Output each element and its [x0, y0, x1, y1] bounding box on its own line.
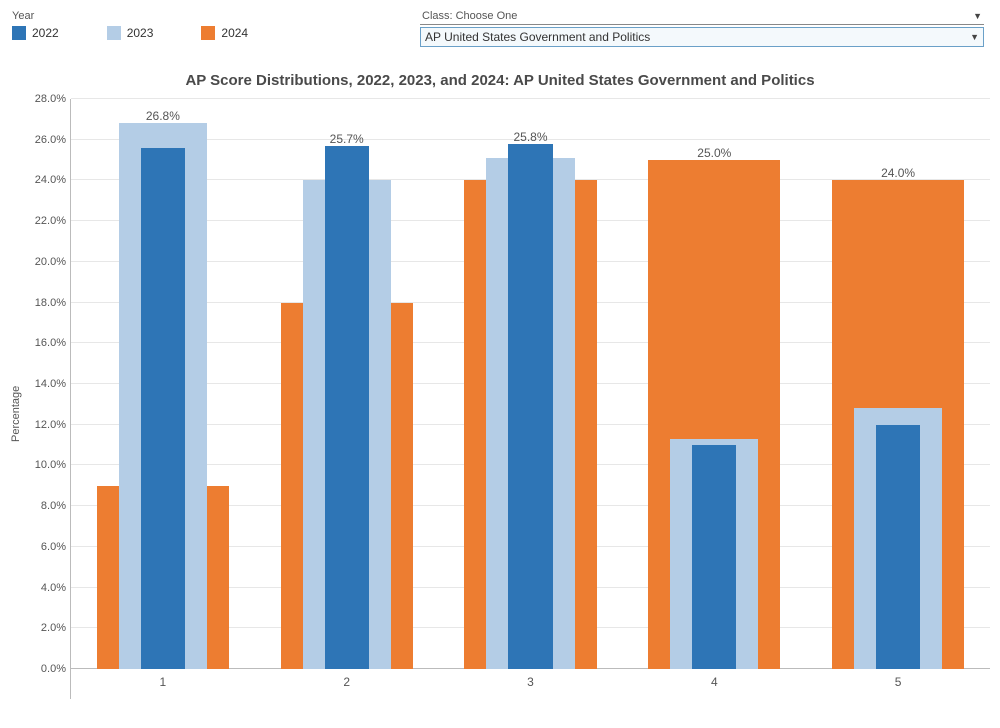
x-tick: 1: [160, 675, 167, 689]
y-tick: 8.0%: [41, 500, 66, 512]
bar-group: 25.8%: [439, 99, 623, 669]
x-tick: 3: [527, 675, 534, 689]
bar-value-label: 25.8%: [439, 130, 623, 144]
legend: Year 2022 2023 2024: [10, 10, 420, 40]
bar-value-label: 25.7%: [255, 132, 439, 146]
bar-2022[interactable]: [508, 144, 552, 669]
plot-area: 26.8%25.7%25.8% 25.0%24.0% 1 2 3 4 5: [70, 99, 990, 699]
legend-title: Year: [12, 10, 420, 22]
bar-value-label: 25.0%: [622, 146, 806, 160]
x-tick: 2: [343, 675, 350, 689]
bars-layer: 26.8%25.7%25.8% 25.0%24.0%: [71, 99, 990, 669]
legend-item-2024[interactable]: 2024: [201, 26, 248, 40]
y-tick: 26.0%: [35, 134, 66, 146]
y-tick: 16.0%: [35, 337, 66, 349]
class-selector-label: Class: Choose One: [422, 10, 517, 22]
y-tick: 18.0%: [35, 297, 66, 309]
bar-2022[interactable]: [141, 148, 185, 669]
legend-swatch-2022: [12, 26, 26, 40]
y-tick: 28.0%: [35, 93, 66, 105]
bar-2022[interactable]: [692, 445, 736, 669]
x-axis: 1 2 3 4 5: [71, 669, 990, 699]
header-row: Year 2022 2023 2024 Class: Choose One: [10, 10, 990, 58]
class-selector-label-row[interactable]: Class: Choose One ▼: [420, 10, 984, 25]
y-tick: 4.0%: [41, 582, 66, 594]
chevron-down-icon: ▼: [970, 32, 979, 42]
page: Year 2022 2023 2024 Class: Choose One: [0, 0, 1000, 728]
legend-swatch-2024: [201, 26, 215, 40]
bar-2022[interactable]: [876, 425, 920, 669]
y-tick: 10.0%: [35, 459, 66, 471]
class-selector-value: AP United States Government and Politics: [425, 30, 650, 44]
legend-item-2023[interactable]: 2023: [107, 26, 154, 40]
chart-title: AP Score Distributions, 2022, 2023, and …: [10, 72, 990, 89]
class-selector-value-row[interactable]: AP United States Government and Politics…: [420, 27, 984, 47]
y-tick: 22.0%: [35, 215, 66, 227]
y-tick: 0.0%: [41, 663, 66, 675]
legend-item-2022[interactable]: 2022: [12, 26, 59, 40]
y-tick: 20.0%: [35, 256, 66, 268]
y-tick: 12.0%: [35, 419, 66, 431]
y-tick: 2.0%: [41, 622, 66, 634]
bar-value-label: 24.0%: [806, 166, 990, 180]
chart: Percentage 0.0% 2.0% 4.0% 6.0% 8.0% 10.0% 12.0…: [10, 99, 990, 699]
legend-label: 2023: [127, 26, 154, 40]
bar-group: 26.8%: [71, 99, 255, 669]
legend-label: 2022: [32, 26, 59, 40]
bar-group: 24.0%: [806, 99, 990, 669]
class-selector: Class: Choose One ▼ AP United States Gov…: [420, 10, 990, 47]
y-axis: 0.0% 2.0% 4.0% 6.0% 8.0% 10.0% 12.0% 14.0% 16.0%…: [28, 99, 70, 699]
bar-value-label: 26.8%: [71, 109, 255, 123]
y-axis-label: Percentage: [10, 99, 28, 699]
bar-2022[interactable]: [325, 146, 369, 669]
bar-group: 25.7%: [255, 99, 439, 669]
y-tick: 6.0%: [41, 541, 66, 553]
x-tick: 5: [895, 675, 902, 689]
x-tick: 4: [711, 675, 718, 689]
y-tick: 24.0%: [35, 174, 66, 186]
legend-label: 2024: [221, 26, 248, 40]
chevron-down-icon: ▼: [973, 11, 982, 21]
bar-group: 25.0%: [622, 99, 806, 669]
legend-swatch-2023: [107, 26, 121, 40]
y-tick: 14.0%: [35, 378, 66, 390]
legend-items: 2022 2023 2024: [10, 26, 420, 40]
